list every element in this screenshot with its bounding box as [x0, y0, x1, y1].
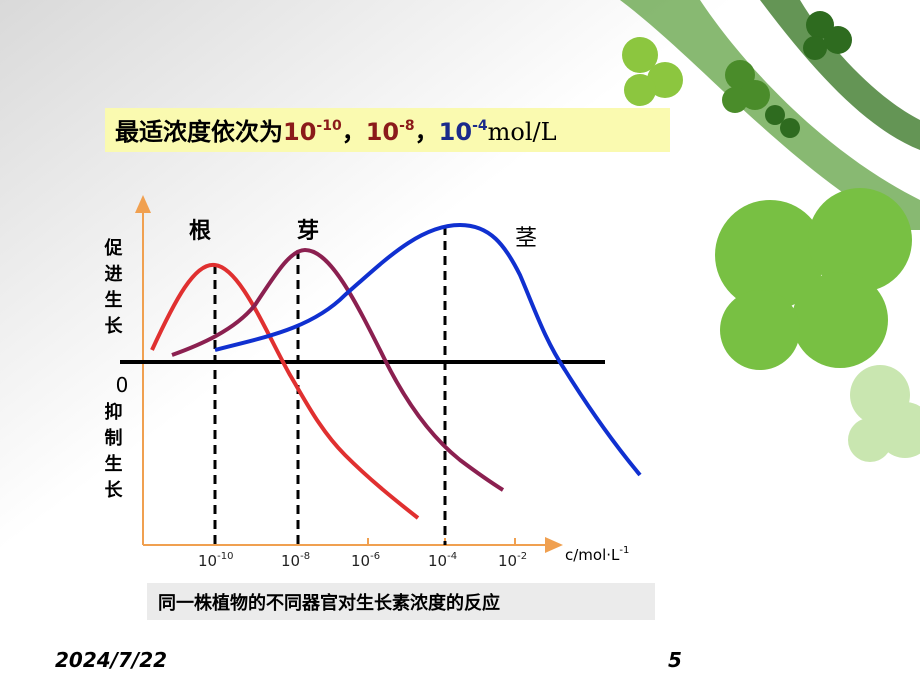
concentration-exponent: -4 [472, 118, 488, 134]
caption: 同一株植物的不同器官对生长素浓度的反应 [158, 592, 500, 614]
caption-box [147, 583, 655, 620]
root-curve [150, 262, 420, 520]
curve-label: 根 [189, 219, 211, 244]
x-label-text: c/mol·L [565, 546, 620, 564]
stem-curve [214, 222, 642, 477]
x-tick-exponent: -6 [370, 551, 380, 562]
x-tick-base: 10 [498, 552, 517, 570]
x-tick-exponent: -10 [217, 551, 233, 562]
x-tick-exponent: -4 [447, 551, 457, 562]
x-tick-label: 10-8 [281, 551, 310, 570]
x-tick-base: 10 [428, 552, 447, 570]
x-tick-label: 10-2 [498, 551, 527, 570]
x-tick-base: 10 [281, 552, 300, 570]
separator: ， [415, 118, 439, 146]
x-label: c/mol·L-1 [565, 545, 629, 564]
date: 2024/7/22 [55, 648, 167, 672]
concentration-exponent: -8 [399, 118, 415, 134]
x-tick-labels: 10-10 10-8 10-6 10-4 10-2 [198, 551, 527, 570]
zero-label: 0 [116, 373, 129, 397]
x-tick-exponent: -8 [300, 551, 310, 562]
x-tick-exponent: -2 [517, 551, 527, 562]
page-number: 5 [668, 648, 682, 672]
y-label-bottom: 抑制生长 [102, 402, 123, 506]
y-label-top: 促进生长 [102, 237, 124, 342]
decoration [620, 0, 920, 462]
x-tick-base: 10 [198, 552, 217, 570]
x-tick-label: 10-6 [351, 551, 380, 570]
separator: ， [342, 118, 366, 146]
x-label-exponent: -1 [619, 545, 629, 556]
x-tick-base: 10 [351, 552, 370, 570]
curve-label: 芽 [297, 219, 319, 244]
header-box [105, 108, 670, 152]
header-prefix: 最适浓度依次为 [115, 118, 283, 146]
header-text: 最适浓度依次为10-10，10-8，10-4mol/L [115, 118, 557, 146]
unit: mol/L [488, 118, 557, 146]
concentration-base: 10 [283, 118, 316, 146]
optimum-lines [213, 226, 447, 545]
curve-label: 茎 [515, 226, 537, 251]
concentration-base: 10 [366, 118, 399, 146]
x-tick-label: 10-4 [428, 551, 457, 570]
bud-curve [171, 247, 505, 492]
concentration-base: 10 [439, 118, 472, 146]
x-tick-label: 10-10 [198, 551, 233, 570]
concentration-exponent: -10 [316, 118, 342, 134]
